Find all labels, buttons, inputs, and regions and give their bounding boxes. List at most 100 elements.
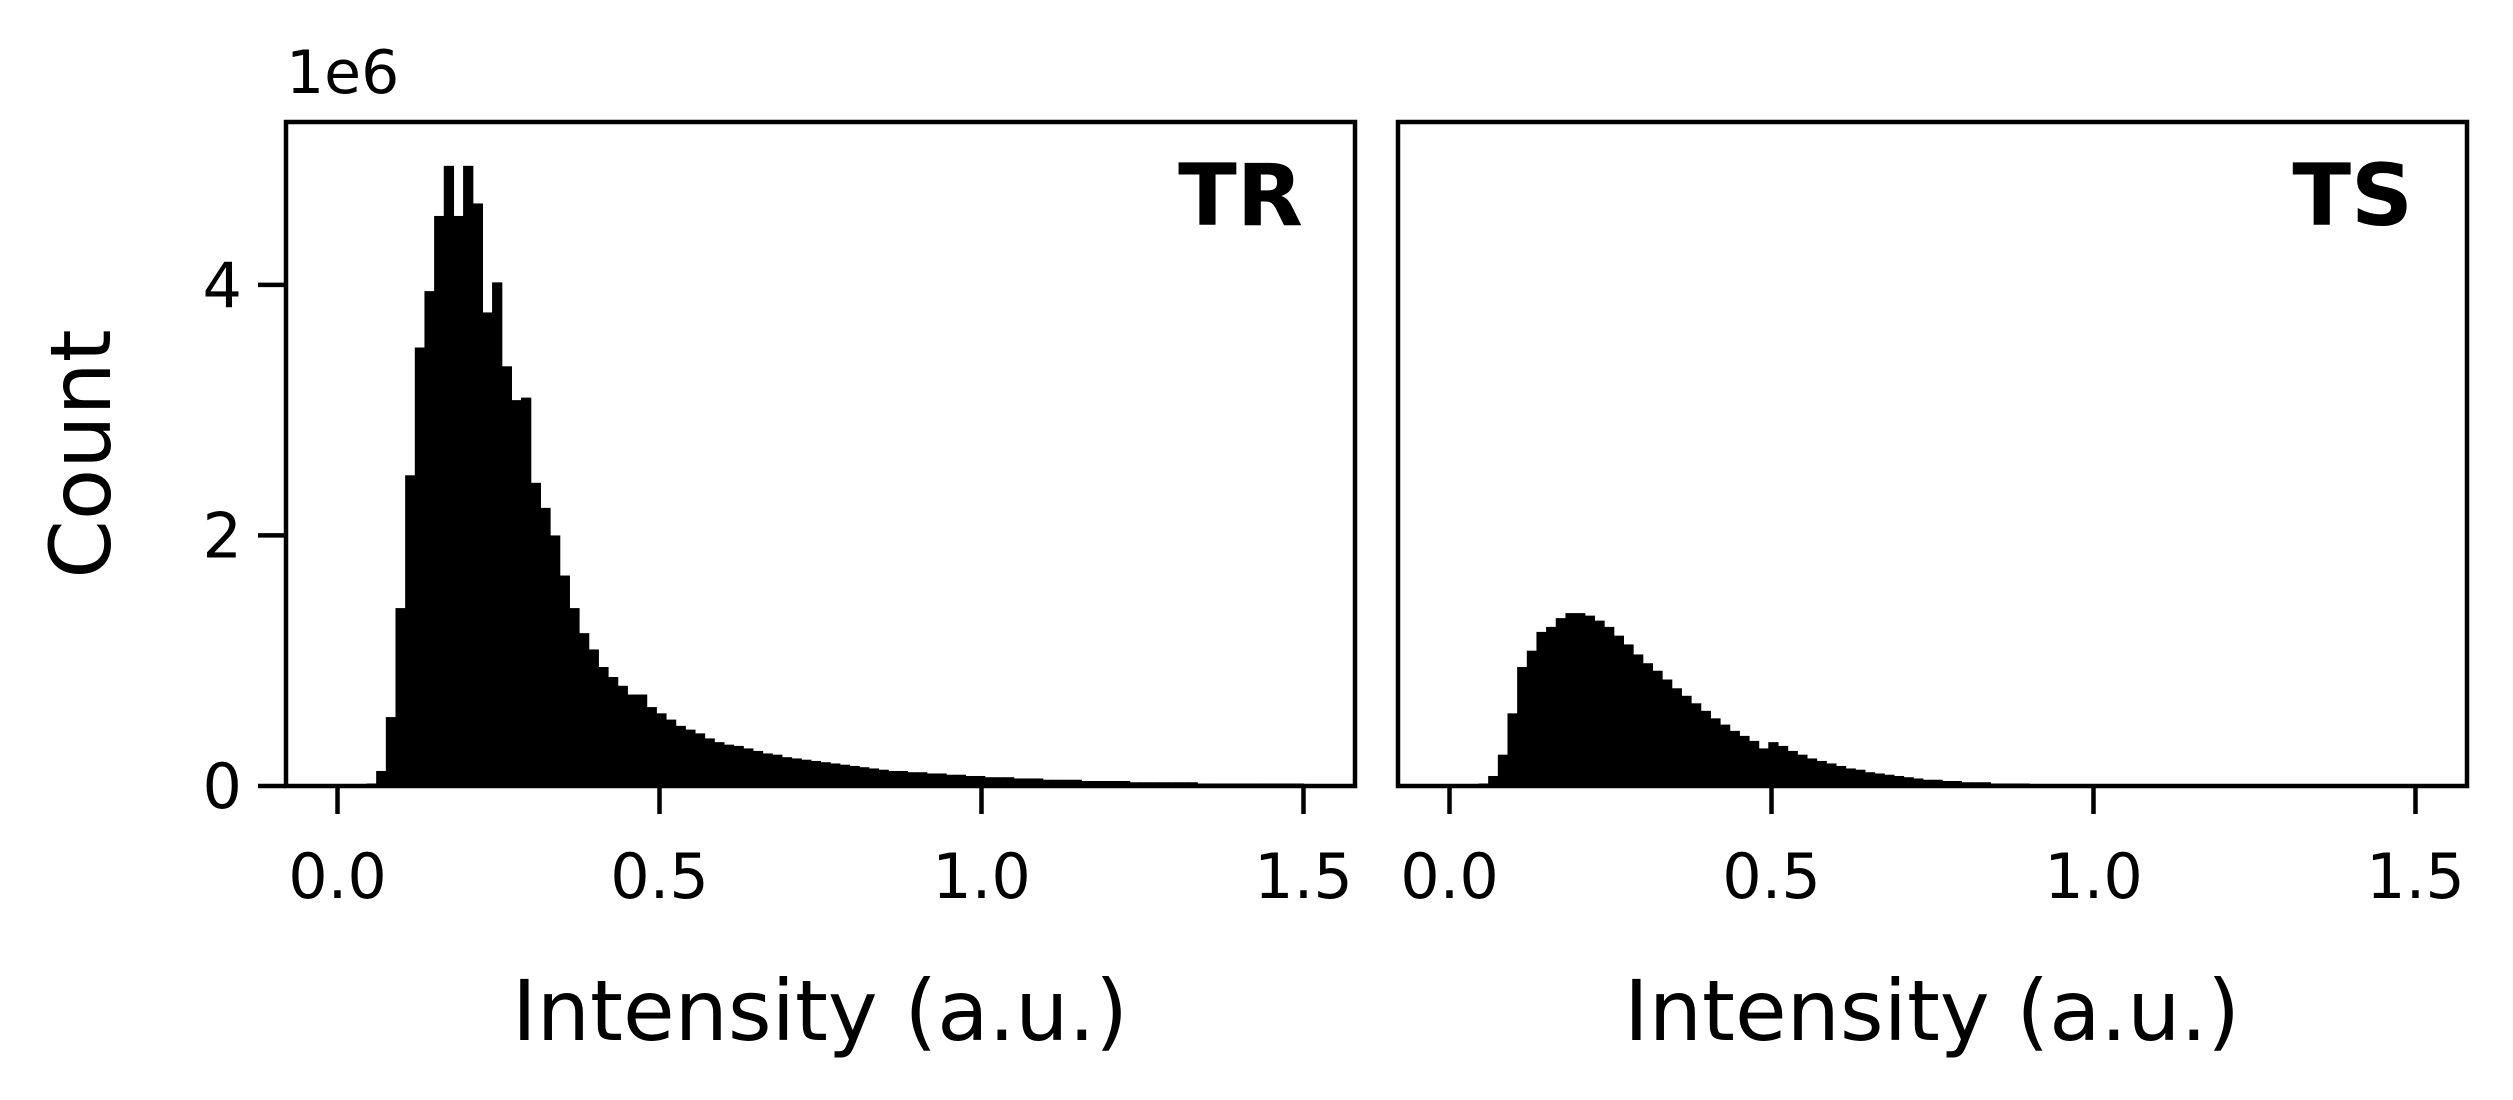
tr-histogram-bar [636, 694, 648, 786]
ts-histogram-bar [1893, 775, 1905, 786]
tr-histogram-bar [743, 748, 754, 786]
tr-histogram-bar [1090, 780, 1102, 786]
tr-histogram-bar [752, 750, 764, 786]
tr-histogram-bar [414, 347, 426, 786]
ts-histogram-bar [1594, 620, 1605, 786]
ts-histogram-bar [1517, 666, 1528, 786]
tr-histogram-bar [907, 772, 918, 786]
tr-histogram-bar [550, 535, 561, 786]
ts-x-tick-label: 0.0 [1400, 840, 1499, 913]
y-offset-label: 1e6 [286, 38, 399, 108]
panel-tr: 0.0 0.5 1.0 1.5 0 2 4 TR 1e6 Intensity (a.u.)… [32, 38, 1358, 1060]
tr-histogram-bar [946, 774, 957, 786]
tr-histogram-bar [994, 777, 1005, 786]
tr-histogram-bar [463, 165, 474, 787]
ts-histogram-bar [1942, 780, 1953, 786]
tr-histogram-bar [685, 729, 696, 786]
ts-histogram-bar [1835, 765, 1847, 786]
tr-histogram-bar [984, 777, 995, 786]
tr-histogram-bar [849, 765, 860, 786]
ts-histogram-bar [1826, 763, 1837, 786]
tr-histogram-bar [1033, 778, 1044, 786]
ts-histogram-bar [1864, 772, 1876, 786]
tr-histogram-bar [530, 482, 541, 786]
ts-histogram-bar [1575, 613, 1586, 786]
tr-x-tick-label: 1.0 [932, 840, 1031, 913]
ts-histogram-bar [1748, 740, 1760, 786]
tr-axes-frame [283, 119, 1358, 789]
ts-histogram-bar [1497, 754, 1509, 786]
ts-histogram-bar [1565, 613, 1576, 786]
tr-histogram-bar [714, 742, 725, 786]
tr-histogram-bar [723, 744, 735, 786]
ts-histogram-bar [1797, 754, 1808, 786]
tr-histogram-bar [482, 312, 493, 786]
tr-histogram-bar [694, 733, 706, 786]
ts-histogram-bar [1536, 631, 1547, 786]
tr-histogram-bar [801, 759, 812, 786]
ts-x-ticks: 0.0 0.5 1.0 1.5 [1400, 786, 2465, 913]
ts-histogram-bar [1671, 688, 1682, 786]
tr-histogram-bar [762, 753, 773, 786]
ts-x-tick-label: 1.0 [2044, 840, 2143, 913]
tr-histogram-bar [878, 769, 889, 786]
tr-histogram-bar [868, 768, 880, 786]
ts-histogram-bar [1700, 710, 1711, 786]
tr-histogram-bar [665, 719, 677, 786]
ts-panel-label: TS [2292, 146, 2413, 246]
ts-histogram-bar [1719, 724, 1731, 786]
tr-histogram-bar [656, 713, 667, 786]
ts-histogram-bar [1913, 778, 1924, 786]
tr-histogram-bar [511, 400, 522, 786]
x-axis-label-tr: Intensity (a.u.) [512, 962, 1128, 1060]
tr-x-tick-label: 1.5 [1254, 840, 1353, 913]
ts-histogram-bar [1903, 777, 1914, 786]
tr-histogram-bar [791, 758, 802, 786]
tr-histogram-bar [820, 762, 831, 786]
panel-ts: 0.0 0.5 1.0 1.5 TS Intensity (a.u.) [1395, 119, 2470, 1060]
tr-histogram-bar [1071, 779, 1082, 786]
tr-histogram-bar [839, 764, 851, 786]
tr-histogram-bar [926, 773, 938, 786]
ts-histogram-bar [1710, 718, 1721, 786]
x-axis-label-ts: Intensity (a.u.) [1624, 962, 2240, 1060]
ts-histogram-bar [1633, 654, 1644, 786]
tr-histogram-bar [395, 608, 406, 786]
tr-y-tick-label: 2 [203, 499, 242, 572]
ts-histogram-bar [1623, 644, 1634, 786]
ts-bars [1478, 613, 2417, 786]
tr-x-ticks: 0.0 0.5 1.0 1.5 [288, 786, 1353, 913]
ts-histogram-bar [1526, 650, 1538, 786]
tr-histogram-bar [540, 507, 551, 786]
tr-x-tick-label: 0.5 [610, 840, 709, 913]
tr-histogram-bar [955, 774, 966, 786]
tr-histogram-bar [1042, 779, 1053, 786]
tr-y-tick-label: 4 [203, 249, 242, 322]
tr-histogram-bar [607, 677, 619, 786]
ts-histogram-bar [1555, 618, 1567, 786]
tr-histogram-bar [733, 745, 744, 786]
ts-histogram-bar [1768, 742, 1779, 786]
tr-histogram-bar [1004, 777, 1015, 786]
ts-histogram-bar [1951, 780, 1963, 786]
tr-histogram-bar [897, 770, 909, 786]
y-axis-label: Count [32, 329, 130, 578]
tr-histogram-bar [646, 707, 657, 786]
ts-histogram-bar [1758, 748, 1769, 786]
tr-y-tick-label: 0 [203, 750, 242, 823]
tr-histogram-bar [675, 725, 686, 786]
ts-histogram-bar [1816, 760, 1827, 786]
tr-y-ticks: 0 2 4 [203, 249, 286, 823]
ts-histogram-bar [1681, 695, 1692, 786]
tr-histogram-bar [453, 215, 464, 786]
tr-histogram-bar [859, 767, 870, 786]
ts-histogram-bar [1662, 679, 1673, 786]
ts-x-tick-label: 0.5 [1722, 840, 1821, 913]
tr-histogram-bar [1119, 780, 1131, 786]
ts-histogram-bar [1584, 615, 1596, 786]
ts-histogram-bar [1845, 768, 1856, 786]
tr-histogram-bar [704, 738, 715, 786]
tr-histogram-bar [772, 754, 783, 786]
tr-histogram-bar [588, 649, 599, 786]
tr-histogram-bar [1013, 778, 1024, 786]
